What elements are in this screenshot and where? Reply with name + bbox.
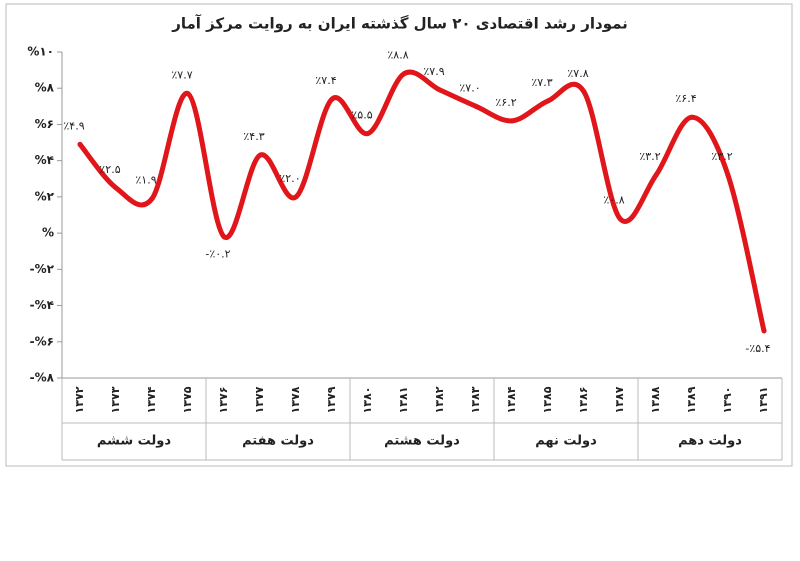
series-line	[77, 69, 767, 334]
value-label: ٪۴.۳	[243, 130, 264, 143]
frame	[5, 3, 793, 467]
y-tick-label: %	[42, 226, 54, 240]
point	[725, 172, 731, 178]
value-label: -٪۰.۲	[205, 248, 230, 261]
group-label: دولت دهم	[678, 434, 742, 449]
value-label: ٪۸.۸	[387, 49, 408, 62]
point	[401, 71, 407, 77]
value-label: ٪۷.۳	[531, 76, 552, 89]
value-label: ٪۷.۴	[315, 74, 336, 87]
point	[185, 91, 191, 97]
y-tick-label: %۱۰	[27, 45, 54, 59]
x-tick-label: ۱۳۷۷	[253, 386, 266, 413]
y-tick-label: %۲	[35, 189, 55, 203]
value-label: ٪۱.۹	[135, 174, 156, 187]
group-label: دولت ششم	[97, 434, 171, 449]
value-label: ٪۲.۰	[279, 172, 300, 185]
point	[149, 196, 155, 202]
value-label: ٪۳.۲	[639, 150, 660, 163]
x-tick-label: ۱۳۸۸	[649, 386, 662, 413]
group-label: دولت نهم	[535, 434, 597, 449]
group-label: دولت هشتم	[384, 434, 460, 449]
point	[221, 234, 227, 240]
y-tick-label: -%۶	[30, 334, 54, 348]
y-tick-label: -%۸	[30, 371, 55, 385]
point	[329, 96, 335, 102]
x-tick-label: ۱۳۸۱	[397, 387, 410, 414]
point	[581, 89, 587, 95]
value-label: ٪۶.۴	[675, 92, 696, 105]
x-tick-label: ۱۳۸۷	[613, 386, 626, 413]
point	[113, 185, 119, 191]
x-tick-label: ۱۳۷۳	[109, 386, 122, 413]
value-label: -٪۵.۴	[745, 342, 770, 355]
group-label: دولت هفتم	[242, 434, 314, 449]
point	[437, 87, 443, 93]
x-tick-label: ۱۳۸۵	[541, 386, 554, 413]
value-label: ٪۶.۲	[495, 96, 516, 109]
value-label: ٪۷.۰	[459, 81, 480, 94]
point	[761, 328, 767, 334]
x-tick-label: ۱۳۷۶	[217, 387, 230, 414]
x-tick-label: ۱۳۷۹	[325, 386, 338, 413]
x-tick-label: ۱۳۷۲	[73, 386, 86, 413]
y-tick-label: %۸	[35, 81, 55, 95]
value-label: ٪۳.۲	[711, 150, 732, 163]
x-tick-label: ۱۳۷۸	[289, 386, 302, 413]
point	[365, 131, 371, 136]
x-tick-label: ۱۳۸۹	[685, 386, 698, 413]
x-tick-label: ۱۳۸۳	[469, 386, 482, 413]
value-label: ٪۴.۹	[63, 119, 84, 132]
value-label: ٪۷.۸	[567, 67, 588, 80]
x-tick-label: ۱۳۸۴	[505, 386, 518, 413]
value-label: ٪۷.۷	[171, 69, 192, 82]
x-tick-label: ۱۳۹۱	[757, 387, 770, 414]
point	[545, 98, 551, 104]
y-tick-label: %۴	[35, 153, 54, 167]
value-label: ٪۷.۹	[423, 65, 444, 78]
point	[293, 194, 299, 200]
value-label: ٪۲.۵	[99, 163, 120, 176]
x-tick-label: ۱۳۸۶	[577, 387, 590, 414]
point	[653, 172, 659, 178]
value-label: ٪۵.۵	[351, 109, 372, 122]
value-label: ٪۰.۸	[603, 194, 624, 207]
point	[77, 141, 83, 147]
chart-title: نمودار رشد اقتصادی ۲۰ سال گذشته ایران به…	[171, 15, 628, 33]
point	[689, 114, 695, 120]
y-tick-label: %۶	[35, 117, 54, 131]
point	[257, 152, 263, 158]
y-tick-label: -%۲	[30, 262, 55, 276]
point	[617, 216, 623, 222]
x-tick-label: ۱۳۸۲	[433, 386, 446, 413]
y-tick-label: -%۴	[30, 298, 54, 312]
x-tick-label: ۱۳۷۵	[181, 386, 194, 413]
point	[509, 118, 515, 124]
x-tick-label: ۱۳۷۴	[145, 386, 158, 413]
point	[473, 103, 479, 109]
x-tick-label: ۱۳۹۰	[721, 387, 734, 414]
x-tick-label: ۱۳۸۰	[361, 387, 374, 414]
